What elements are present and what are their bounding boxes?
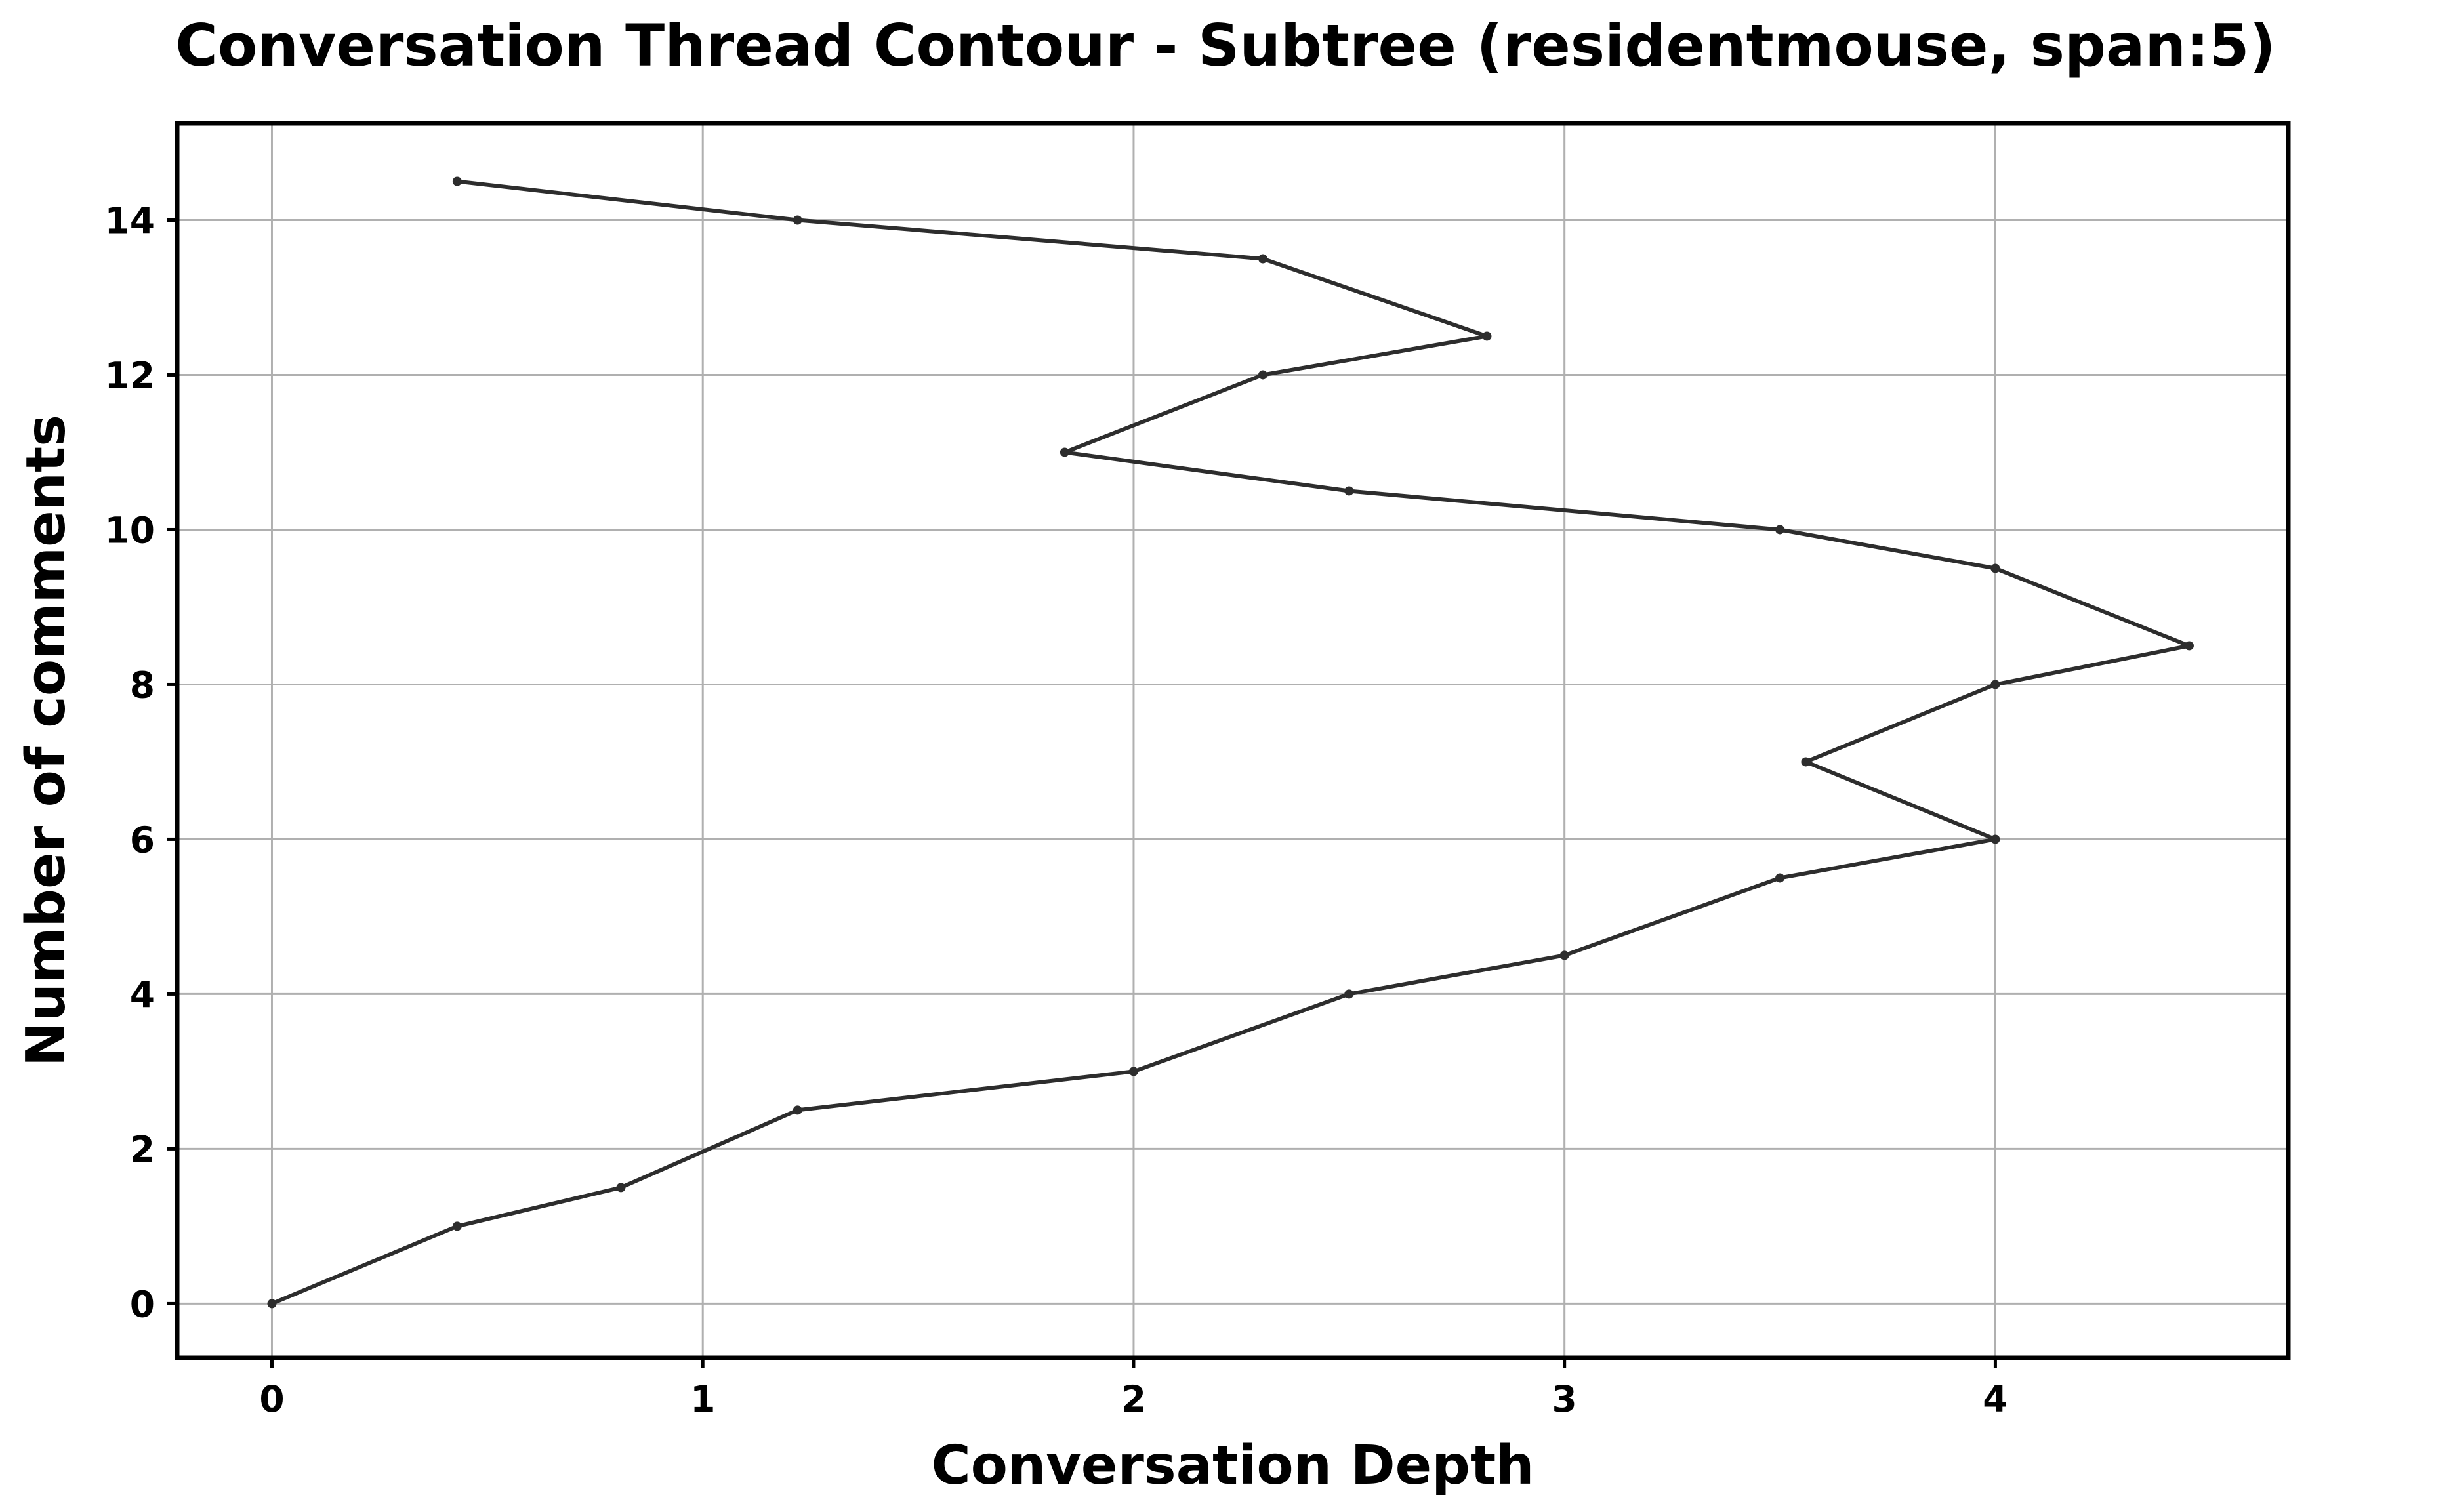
x-tick-label: 0 xyxy=(259,1378,284,1420)
data-point xyxy=(1990,834,2000,844)
x-axis-label: Conversation Depth xyxy=(931,1435,1534,1497)
y-tick-labels: 0 2 4 6 8 10 12 14 xyxy=(104,199,155,1325)
x-tick-label: 1 xyxy=(690,1378,715,1420)
y-tick-label: 8 xyxy=(130,664,155,706)
y-tick-label: 14 xyxy=(104,199,155,241)
data-point xyxy=(1344,486,1354,496)
y-tick-label: 6 xyxy=(130,819,155,861)
data-point xyxy=(1128,1067,1138,1076)
data-point xyxy=(1258,370,1267,380)
data-point xyxy=(1990,563,2000,573)
marker-layer xyxy=(267,176,2194,1309)
data-point xyxy=(1775,873,1785,883)
y-tick-label: 10 xyxy=(104,509,155,551)
data-point xyxy=(2184,641,2194,651)
x-tick-label: 3 xyxy=(1552,1378,1577,1420)
x-tick-label: 4 xyxy=(1983,1378,2008,1420)
x-tick-labels: 0 1 2 3 4 xyxy=(259,1378,2008,1420)
data-point xyxy=(1775,525,1785,535)
chart-title: Conversation Thread Contour - Subtree (r… xyxy=(175,12,2275,79)
data-point xyxy=(1482,331,1492,341)
y-tick-label: 0 xyxy=(130,1283,155,1325)
x-tick-label: 2 xyxy=(1121,1378,1146,1420)
y-tick-label: 12 xyxy=(104,354,155,396)
data-point xyxy=(1801,757,1811,767)
data-point xyxy=(1559,950,1569,960)
y-tick-label: 2 xyxy=(130,1128,155,1170)
y-axis-label: Number of comments xyxy=(15,415,77,1067)
data-point xyxy=(793,215,802,225)
data-point xyxy=(1990,680,2000,689)
y-tick-label: 4 xyxy=(130,973,155,1015)
data-point xyxy=(452,176,462,186)
data-point xyxy=(616,1183,626,1193)
data-point xyxy=(267,1299,277,1309)
data-point xyxy=(1344,989,1354,999)
data-point xyxy=(1060,447,1069,457)
plot-frame xyxy=(175,121,2291,1360)
data-point xyxy=(1258,254,1267,264)
data-point xyxy=(452,1221,462,1231)
data-point xyxy=(793,1105,802,1115)
tick-marks xyxy=(167,218,1997,1368)
grid xyxy=(177,123,2288,1358)
